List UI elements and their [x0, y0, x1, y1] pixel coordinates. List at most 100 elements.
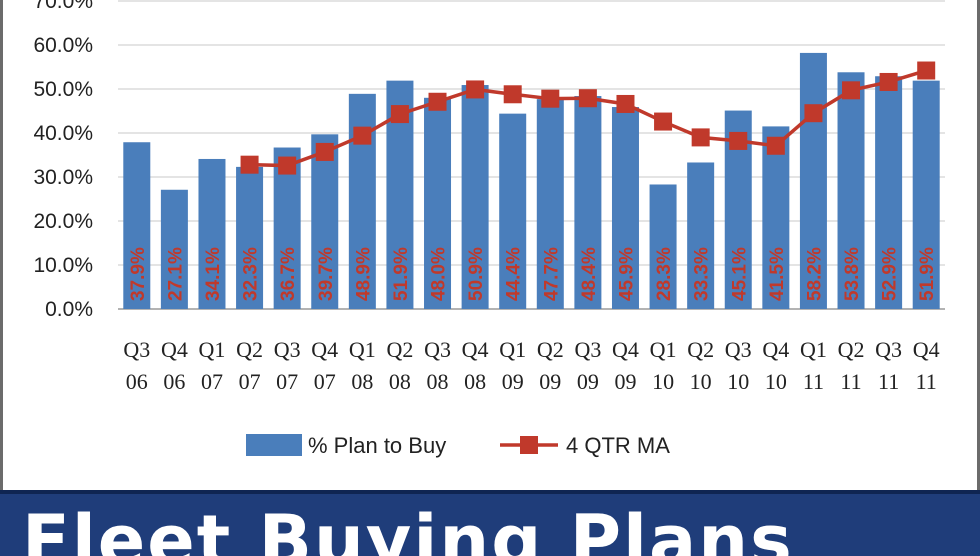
- y-tick-label: 40.0%: [33, 122, 93, 145]
- x-tick-label-year: 06: [163, 369, 185, 394]
- x-tick-label-year: 08: [389, 369, 411, 394]
- bar-data-label: 41.5%: [767, 247, 788, 301]
- y-tick-label: 50.0%: [33, 78, 93, 101]
- x-tick-label-year: 09: [539, 369, 561, 394]
- x-tick-label-quarter: Q2: [537, 337, 564, 362]
- bar-data-label: 51.9%: [917, 247, 938, 301]
- x-tick-label-year: 10: [727, 369, 749, 394]
- x-tick-label-quarter: Q3: [424, 337, 451, 362]
- x-tick-label-year: 10: [690, 369, 712, 394]
- x-tick-label-year: 11: [803, 369, 824, 394]
- legend-bar-label: % Plan to Buy: [308, 433, 446, 458]
- y-axis-tick-labels: 0.0% 10.0% 20.0% 30.0% 40.0% 50.0% 60.0% 70.0%: [33, 0, 93, 321]
- bar: [687, 162, 715, 309]
- moving-average-marker: [240, 155, 259, 174]
- y-tick-label: 10.0%: [33, 254, 93, 277]
- x-tick-label-year: 11: [878, 369, 899, 394]
- bar: [912, 80, 940, 309]
- bar-data-label: 27.1%: [165, 247, 186, 301]
- moving-average-marker: [616, 94, 635, 113]
- bar-data-label: 34.1%: [203, 247, 224, 301]
- x-tick-label-quarter: Q1: [800, 337, 827, 362]
- bar-data-label: 32.3%: [241, 247, 262, 301]
- bar: [611, 107, 639, 309]
- x-tick-label-year: 11: [840, 369, 861, 394]
- x-tick-label-quarter: Q1: [199, 337, 226, 362]
- legend-line-marker: [520, 436, 538, 454]
- x-tick-label-quarter: Q2: [236, 337, 263, 362]
- bar-data-label: 51.9%: [391, 247, 412, 301]
- x-tick-label-quarter: Q4: [161, 337, 188, 362]
- moving-average-marker: [842, 81, 861, 100]
- moving-average-marker: [804, 104, 823, 123]
- y-tick-label: 70.0%: [33, 0, 93, 13]
- x-tick-label-year: 08: [427, 369, 449, 394]
- bar: [574, 96, 602, 309]
- x-tick-label-year: 07: [276, 369, 298, 394]
- x-tick-label-year: 09: [502, 369, 524, 394]
- bar: [461, 85, 489, 309]
- moving-average-marker: [917, 61, 936, 80]
- bar-data-label: 39.7%: [316, 247, 337, 301]
- moving-average-marker: [315, 142, 334, 161]
- moving-average-marker: [428, 92, 447, 111]
- x-tick-label-quarter: Q1: [349, 337, 376, 362]
- bar: [160, 189, 188, 309]
- bar: [424, 97, 452, 309]
- x-tick-label-quarter: Q3: [875, 337, 902, 362]
- x-tick-label-year: 07: [239, 369, 261, 394]
- bar: [837, 72, 865, 309]
- moving-average-marker: [353, 126, 372, 145]
- moving-average-marker: [503, 85, 522, 104]
- x-tick-label-quarter: Q2: [386, 337, 413, 362]
- x-tick-label-year: 08: [351, 369, 373, 394]
- x-tick-label-year: 09: [577, 369, 599, 394]
- moving-average-marker: [879, 72, 898, 91]
- legend-line-label: 4 QTR MA: [566, 433, 670, 458]
- bar-data-label: 58.2%: [804, 247, 825, 301]
- x-axis-tick-labels: Q3 06 Q4 06 Q1 07 Q2 07 Q3 07 Q4 07 Q1 08 Q2 08 Q3 08 Q4 08…: [123, 337, 939, 394]
- y-tick-label: 20.0%: [33, 210, 93, 233]
- bar-data-label: 50.9%: [466, 247, 487, 301]
- bar: [236, 166, 264, 309]
- bar-data-label: 47.7%: [541, 247, 562, 301]
- bar: [649, 184, 677, 309]
- bar-data-label: 52.9%: [880, 247, 901, 301]
- y-tick-label: 60.0%: [33, 34, 93, 57]
- bar-data-label: 44.4%: [504, 247, 525, 301]
- title-banner: Fleet Buying Plans: [0, 490, 980, 556]
- bar-data-label: 33.3%: [692, 247, 713, 301]
- x-tick-label-quarter: Q3: [123, 337, 150, 362]
- moving-average-marker: [278, 156, 297, 175]
- right-border: [977, 0, 980, 490]
- bar: [799, 52, 827, 310]
- left-border: [0, 0, 3, 490]
- x-tick-label-quarter: Q2: [838, 337, 865, 362]
- y-tick-label: 0.0%: [45, 298, 93, 321]
- x-tick-label-year: 10: [652, 369, 674, 394]
- bar-data-label: 48.9%: [353, 247, 374, 301]
- bar-data-label: 28.3%: [654, 247, 675, 301]
- x-tick-label-year: 08: [464, 369, 486, 394]
- x-tick-label-quarter: Q3: [574, 337, 601, 362]
- bar-data-label: 53.8%: [842, 247, 863, 301]
- legend-bar-swatch: [246, 434, 302, 456]
- x-tick-label-year: 07: [201, 369, 223, 394]
- x-tick-label-quarter: Q4: [311, 337, 338, 362]
- bar: [499, 113, 527, 309]
- y-tick-label: 30.0%: [33, 166, 93, 189]
- combo-chart: 0.0%10.0%20.0%30.0%40.0%50.0%60.0%70.0% …: [33, 0, 945, 458]
- legend: % Plan to Buy 4 QTR MA: [246, 433, 670, 458]
- x-tick-label-year: 10: [765, 369, 787, 394]
- bar-data-label: 45.9%: [616, 247, 637, 301]
- x-tick-label-quarter: Q3: [274, 337, 301, 362]
- moving-average-marker: [578, 89, 597, 108]
- bar-data-label: 37.9%: [128, 247, 149, 301]
- x-tick-label-year: 09: [614, 369, 636, 394]
- x-tick-label-quarter: Q4: [762, 337, 789, 362]
- moving-average-marker: [766, 136, 785, 155]
- bar: [123, 142, 151, 309]
- bar-data-label: 48.0%: [429, 247, 450, 301]
- moving-average-marker: [466, 80, 485, 99]
